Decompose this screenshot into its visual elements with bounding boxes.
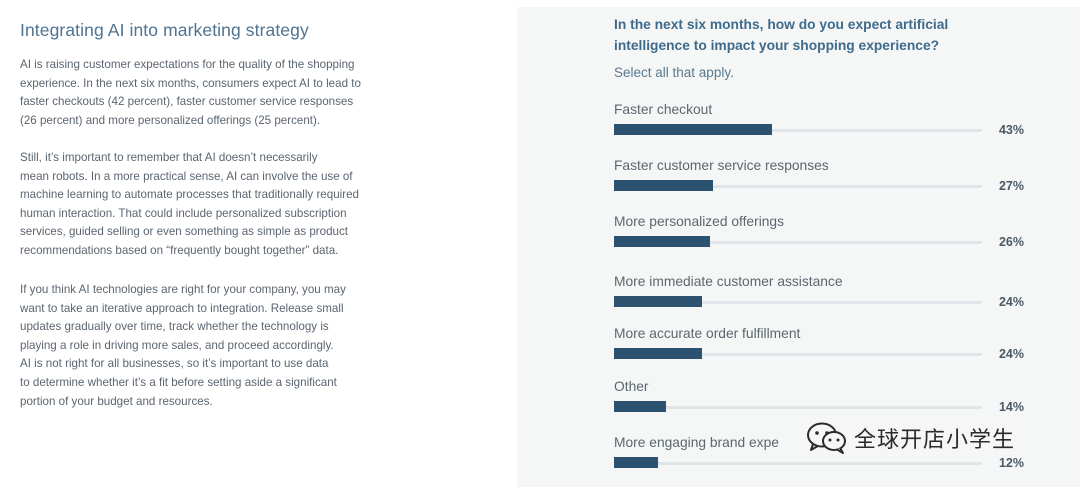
paragraph-line: (26 percent) and more personalized offer… (20, 113, 321, 127)
bar-fill (614, 180, 714, 191)
paragraph-line: experience. In the next six months, cons… (20, 76, 361, 90)
bar-value-label: 12% (998, 456, 1024, 470)
watermark-text: 全球开店小学生 (854, 428, 1016, 453)
bar-fill (614, 348, 703, 359)
watermark: 全球开店小学生 (806, 420, 1016, 456)
bar-fill (614, 124, 773, 135)
bar-value-label: 26% (998, 235, 1024, 249)
bar-track (614, 353, 982, 356)
bar-label: Other (614, 379, 649, 394)
article-paragraph-1: AI is raising customer expectations for … (20, 56, 361, 130)
bar-track (614, 129, 982, 132)
bar-row: Faster customer service responses 27% (614, 158, 1074, 202)
paragraph-line: to determine whether it’s a fit before s… (20, 375, 337, 389)
bar-track (614, 301, 982, 304)
bar-fill (614, 296, 703, 307)
bar-fill (614, 236, 710, 247)
bar-row: Faster checkout 43% (614, 102, 1074, 146)
bar-label: Faster checkout (614, 102, 713, 117)
article-panel: Integrating AI into marketing strategy A… (0, 0, 500, 487)
paragraph-line: mean robots. In a more practical sense, … (20, 169, 353, 183)
chart-title-line-1: In the next six months, how do you expec… (614, 17, 949, 32)
paragraph-line: machine learning to automate processes t… (20, 188, 359, 202)
bar-value-label: 24% (998, 347, 1024, 361)
paragraph-line: faster checkouts (42 percent), faster cu… (20, 95, 354, 109)
chart-title-line-2: intelligence to impact your shopping exp… (614, 38, 940, 53)
paragraph-line: want to take an iterative approach to in… (20, 301, 344, 315)
bar-fill (614, 457, 659, 468)
paragraph-line: AI is raising customer expectations for … (20, 58, 355, 71)
chart-subtitle: Select all that apply. (614, 65, 734, 80)
article-title: Integrating AI into marketing strategy (20, 20, 309, 40)
bar-label: More personalized offerings (614, 214, 785, 229)
bar-row: More accurate order fulfillment 24% (614, 326, 1074, 370)
bar-value-label: 27% (998, 179, 1024, 193)
paragraph-line: playing a role in driving more sales, an… (20, 338, 334, 352)
bar-track (614, 462, 982, 465)
paragraph-line: If you think AI technologies are right f… (20, 283, 346, 296)
bar-label: Faster customer service responses (614, 158, 829, 173)
paragraph-line: human interaction. That could include pe… (20, 206, 347, 220)
bar-track (614, 241, 982, 244)
article-paragraph-3: If you think AI technologies are right f… (20, 281, 346, 411)
bar-value-label: 43% (998, 123, 1024, 137)
bar-label: More immediate customer assistance (614, 274, 843, 289)
paragraph-line: AI is not right for all businesses, so i… (20, 357, 329, 371)
paragraph-line: recommendations based on “frequently bou… (20, 243, 339, 257)
paragraph-line: Still, it’s important to remember that A… (20, 151, 318, 164)
bar-track (614, 185, 982, 188)
bar-row: Other 14% (614, 379, 1074, 423)
paragraph-line: updates gradually over time, track wheth… (20, 320, 329, 334)
paragraph-line: services, guided selling or even somethi… (20, 225, 349, 239)
bar-label: More accurate order fulfillment (614, 326, 801, 341)
bar-row: More engaging brand expe 12% (614, 435, 1074, 479)
bar-fill (614, 401, 666, 412)
bar-label: More engaging brand expe (614, 435, 779, 450)
paragraph-line: portion of your budget and resources. (20, 394, 213, 408)
bar-value-label: 24% (998, 295, 1024, 309)
bar-row: More personalized offerings 26% (614, 214, 1074, 258)
survey-chart: In the next six months, how do you expec… (517, 7, 1080, 487)
bar-value-label: 14% (998, 400, 1024, 414)
wechat-icon (807, 422, 846, 454)
bar-row: More immediate customer assistance 24% (614, 274, 1074, 318)
article-paragraph-2: Still, it’s important to remember that A… (20, 149, 359, 261)
bar-track (614, 406, 982, 409)
